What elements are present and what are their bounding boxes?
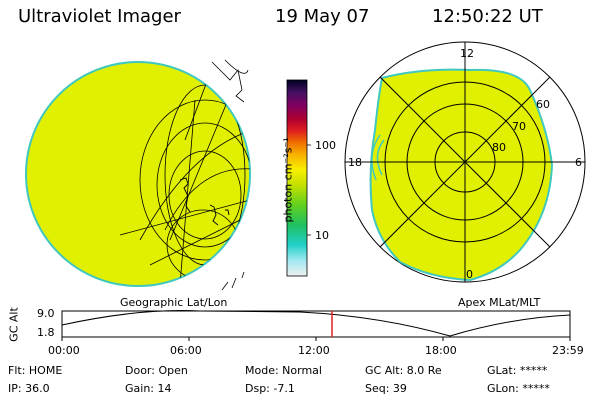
lat-70-label: 70 — [512, 120, 526, 133]
gc-alt-info: GC Alt: 8.0 Re — [365, 364, 442, 377]
time-tick-2359: 23:59 — [552, 344, 584, 357]
altitude-plot — [61, 310, 571, 341]
lat-80-label: 80 — [492, 141, 506, 154]
mlt-18-label: 18 — [348, 156, 362, 169]
geographic-globe — [25, 59, 251, 291]
glat-info: GLat: ***** — [487, 364, 548, 377]
geographic-label: Geographic Lat/Lon — [120, 296, 228, 309]
date-label: 19 May 07 — [275, 6, 370, 27]
time-label: 12:50:22 UT — [432, 6, 543, 27]
seq-info: Seq: 39 — [365, 382, 407, 395]
filter-info: Flt: HOME — [8, 364, 63, 377]
apex-label: Apex MLat/MLT — [458, 296, 541, 309]
dsp-info: Dsp: -7.1 — [245, 382, 295, 395]
lat-60-label: 60 — [536, 98, 550, 111]
glon-info: GLon: ***** — [487, 382, 550, 395]
color-scale-bar — [286, 79, 311, 277]
time-tick-0000: 00:00 — [48, 344, 80, 357]
gain-info: Gain: 14 — [125, 382, 172, 395]
altitude-tick-bottom: 1.8 — [37, 326, 55, 339]
time-tick-0600: 06:00 — [170, 344, 202, 357]
time-tick-1800: 18:00 — [425, 344, 457, 357]
instrument-title: Ultraviolet Imager — [18, 6, 181, 27]
ip-info: IP: 36.0 — [8, 382, 50, 395]
colorbar-tick-100: 100 — [315, 139, 336, 152]
mode-info: Mode: Normal — [245, 364, 322, 377]
colorbar-unit-label: photon cm⁻²s⁻¹ — [281, 137, 295, 223]
polar-mlt-plot — [344, 41, 586, 283]
altitude-tick-top: 9.0 — [37, 307, 55, 320]
door-info: Door: Open — [125, 364, 188, 377]
mlt-0-label: 0 — [466, 268, 473, 281]
mlt-12-label: 12 — [460, 47, 474, 60]
colorbar-tick-10: 10 — [315, 229, 329, 242]
time-tick-1200: 12:00 — [298, 344, 330, 357]
mlt-6-label: 6 — [575, 156, 582, 169]
altitude-axis-label: GC Alt — [7, 307, 21, 342]
